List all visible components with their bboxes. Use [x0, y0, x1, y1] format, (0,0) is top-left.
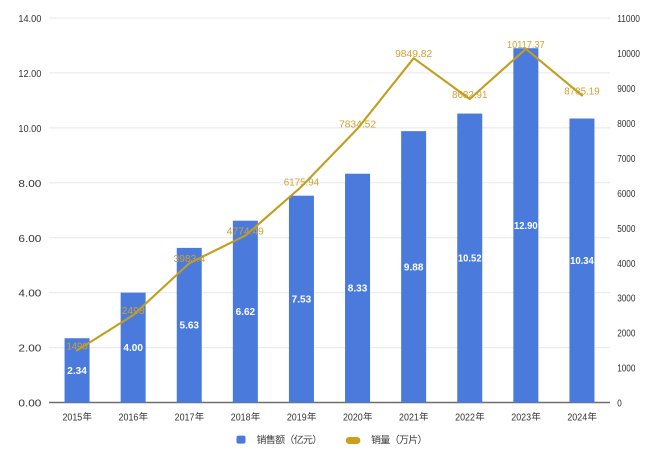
svg-text:4000: 4000 [617, 259, 636, 270]
svg-text:1000: 1000 [617, 364, 636, 375]
svg-text:0: 0 [617, 399, 622, 410]
svg-text:6000: 6000 [617, 189, 636, 200]
svg-text:2023: 2023 [511, 412, 531, 423]
svg-text:12.00: 12.00 [18, 69, 41, 80]
svg-text:2498: 2498 [122, 306, 145, 317]
svg-text:3000: 3000 [617, 294, 636, 305]
svg-text:2020: 2020 [343, 412, 363, 423]
svg-text:4.00: 4.00 [123, 343, 143, 354]
svg-text:5000: 5000 [617, 224, 636, 235]
svg-text:4.00: 4.00 [18, 289, 42, 300]
svg-text:1490: 1490 [66, 341, 88, 352]
svg-text:0.00: 0.00 [18, 399, 42, 410]
svg-text:7000: 7000 [617, 154, 636, 165]
svg-text:2021: 2021 [399, 412, 419, 423]
svg-text:2.00: 2.00 [18, 344, 42, 355]
svg-text:7.53: 7.53 [292, 295, 312, 306]
svg-text:7834.52: 7834.52 [339, 120, 377, 131]
svg-text:2018: 2018 [231, 412, 251, 423]
svg-text:6.62: 6.62 [236, 307, 256, 318]
svg-text:2015: 2015 [62, 412, 82, 423]
svg-text:2000: 2000 [617, 329, 636, 340]
svg-text:6.00: 6.00 [18, 234, 42, 245]
svg-text:3983.4: 3983.4 [174, 254, 206, 265]
svg-text:9.88: 9.88 [404, 262, 424, 273]
svg-text:8.33: 8.33 [348, 284, 368, 295]
svg-text:6175.94: 6175.94 [284, 178, 320, 189]
svg-text:8682.91: 8682.91 [452, 90, 488, 101]
svg-text:2016: 2016 [119, 412, 139, 423]
svg-text:5.63: 5.63 [180, 321, 200, 332]
svg-text:10.34: 10.34 [570, 256, 594, 267]
svg-text:10117.37: 10117.37 [507, 40, 545, 51]
svg-text:4774.49: 4774.49 [227, 227, 265, 238]
svg-text:2022: 2022 [455, 412, 475, 423]
svg-text:10.52: 10.52 [458, 254, 482, 265]
svg-text:8000: 8000 [617, 119, 636, 130]
svg-text:12.90: 12.90 [514, 221, 538, 232]
svg-text:9849.82: 9849.82 [395, 49, 433, 60]
svg-text:2019: 2019 [287, 412, 307, 423]
svg-text:14.00: 14.00 [18, 14, 41, 25]
svg-text:8.00: 8.00 [18, 179, 42, 190]
svg-text:2024: 2024 [567, 412, 587, 423]
svg-text:10000: 10000 [617, 49, 640, 60]
svg-text:9000: 9000 [617, 84, 636, 95]
svg-text:11000: 11000 [617, 14, 640, 25]
svg-text:8785.19: 8785.19 [564, 86, 600, 97]
svg-text:2017: 2017 [175, 412, 195, 423]
svg-text:2.34: 2.34 [67, 366, 87, 377]
svg-text:10.00: 10.00 [18, 124, 41, 135]
